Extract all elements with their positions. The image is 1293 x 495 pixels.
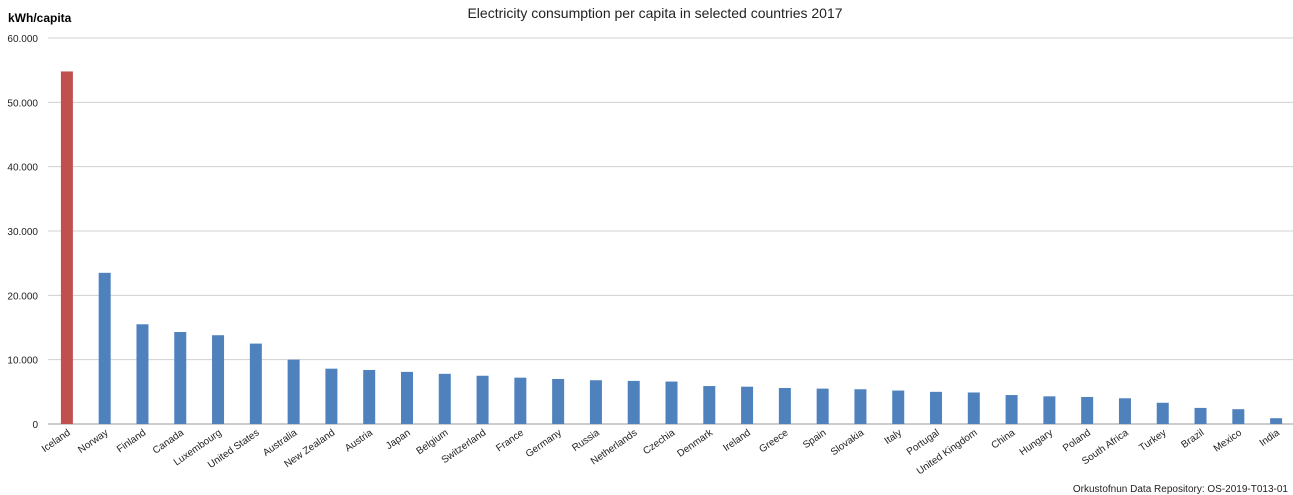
bar-spain <box>816 388 829 424</box>
y-tick-label: 60.000 <box>7 34 38 45</box>
bar-iceland <box>60 71 73 424</box>
x-tick-label: Iceland <box>40 427 73 455</box>
x-axis-ticks: Iceland Norway Finland CanadaLuxembourgUnit… <box>40 427 1282 477</box>
x-tick-label: Brazil <box>1179 427 1206 450</box>
x-tick-label: France <box>494 427 526 454</box>
x-tick-label: Greece <box>757 427 791 455</box>
y-tick-label: 0 <box>32 420 38 431</box>
bars <box>60 71 1283 424</box>
bar-italy <box>892 390 905 424</box>
bar-luxembourg <box>212 335 225 424</box>
x-tick-label: Slovakia <box>829 427 867 458</box>
x-tick-label: Finland <box>115 427 148 455</box>
bar-russia <box>589 380 602 424</box>
bar-india <box>1270 418 1283 424</box>
x-tick-label: Spain <box>801 427 828 451</box>
bar-france <box>514 377 527 424</box>
x-tick-label: Turkey <box>1137 427 1168 453</box>
x-tick-label: Austria <box>343 427 375 454</box>
bar-belgium <box>438 373 451 424</box>
bar-china <box>1005 395 1018 424</box>
bar-united-states <box>249 343 262 424</box>
x-tick-label: Hungary <box>1018 427 1055 458</box>
x-tick-label: Germany <box>524 427 564 460</box>
bar-finland <box>136 324 149 424</box>
bar-austria <box>363 369 376 424</box>
y-axis-ticks: 0 10.000 20.000 30.000 40.000 50.000 60.000 <box>7 34 38 431</box>
y-tick-label: 30.000 <box>7 227 38 238</box>
y-tick-label: 50.000 <box>7 98 38 109</box>
x-tick-label: Norway <box>76 427 110 455</box>
bar-slovakia <box>854 389 867 424</box>
x-tick-label: Poland <box>1061 427 1093 454</box>
bar-greece <box>778 387 791 424</box>
x-tick-label: Japan <box>384 427 413 452</box>
bar-germany <box>552 378 565 424</box>
gridlines <box>48 37 1293 425</box>
x-tick-label: China <box>990 427 1018 451</box>
bar-poland <box>1081 396 1094 424</box>
bar-ireland <box>741 386 754 424</box>
y-tick-label: 40.000 <box>7 163 38 174</box>
bar-denmark <box>703 386 716 424</box>
bar-united-kingdom <box>967 392 980 424</box>
bar-turkey <box>1156 402 1169 424</box>
x-tick-label: Ireland <box>721 427 752 454</box>
bar-japan <box>400 371 413 424</box>
x-tick-label: Denmark <box>675 427 715 460</box>
bar-switzerland <box>476 375 489 424</box>
bar-netherlands <box>627 380 640 424</box>
bar-south-africa <box>1118 398 1131 424</box>
bar-portugal <box>930 391 943 424</box>
bar-brazil <box>1194 407 1207 424</box>
x-tick-label: Czechia <box>641 427 677 457</box>
chart-title: Electricity consumption per capita in se… <box>467 5 842 21</box>
bar-mexico <box>1232 409 1245 424</box>
source-note: Orkustofnun Data Repository: OS-2019-T01… <box>1073 484 1289 495</box>
x-tick-label: Russia <box>570 427 602 454</box>
y-axis-label: kWh/capita <box>8 11 72 25</box>
x-tick-label: India <box>1258 427 1282 449</box>
y-tick-label: 20.000 <box>7 291 38 302</box>
bar-australia <box>287 359 300 424</box>
x-tick-label: Italy <box>883 427 904 447</box>
bar-new-zealand <box>325 368 338 424</box>
y-tick-label: 10.000 <box>7 356 38 367</box>
x-tick-label: Mexico <box>1212 427 1245 454</box>
bar-canada <box>174 332 187 424</box>
bar-czechia <box>665 381 678 424</box>
bar-hungary <box>1043 396 1056 424</box>
bar-norway <box>98 272 111 424</box>
